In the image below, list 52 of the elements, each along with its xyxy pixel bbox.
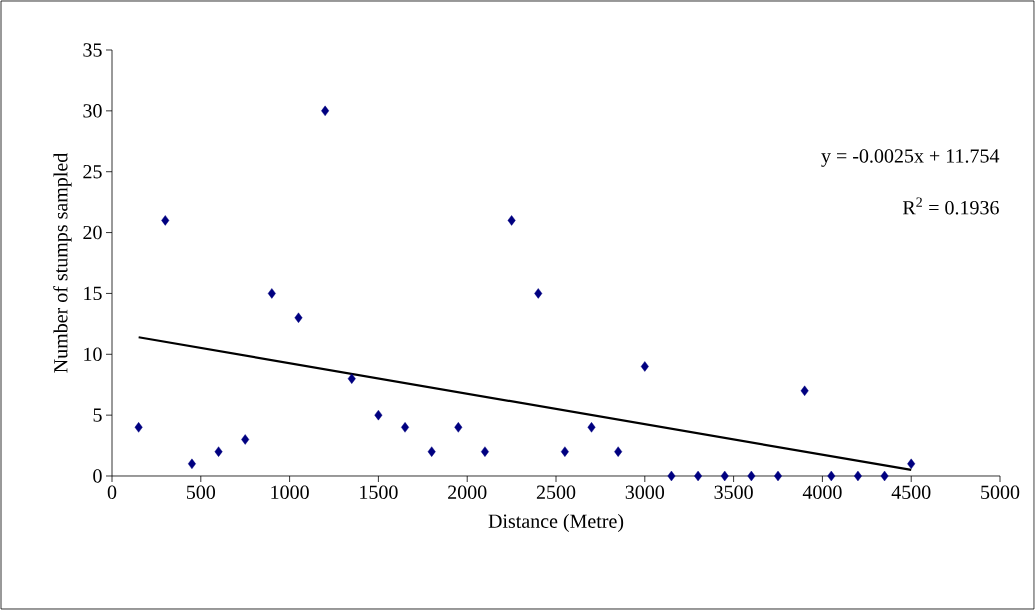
point [267, 288, 276, 299]
point [694, 470, 703, 482]
x-tick-label: 500 [186, 485, 216, 500]
point [214, 446, 223, 457]
y-axis-title: Number of stumps sampled [53, 152, 72, 373]
point [134, 422, 143, 433]
y-tick-label: 15 [84, 286, 102, 301]
point [800, 385, 809, 396]
point [241, 434, 250, 445]
point [640, 361, 649, 372]
point [534, 288, 543, 299]
x-tick-label: 4000 [802, 485, 842, 500]
point [587, 422, 596, 433]
point [747, 470, 756, 482]
x-tick-label: 1500 [360, 485, 398, 500]
point [853, 470, 862, 482]
x-tick-label: 4500 [891, 485, 931, 500]
point [401, 422, 409, 433]
point [187, 458, 196, 470]
annotation: R$^{2}$ = 0.1936 [902, 197, 999, 215]
point [427, 446, 436, 457]
point [880, 470, 889, 482]
point [347, 373, 356, 384]
x-tick-label: 3000 [625, 485, 665, 500]
x-tick-label: 0 [107, 485, 117, 500]
annotation: y = -0.0025x + 11.754 [821, 149, 1000, 167]
y-tick-label: 5 [93, 408, 102, 422]
y-tick-label: 20 [83, 225, 102, 240]
point [614, 446, 623, 457]
x-tick-label: 1000 [271, 485, 309, 500]
x-tick-label: 2500 [536, 485, 576, 500]
point [294, 312, 303, 323]
point [507, 215, 516, 226]
x-axis-title: Distance (Metre) [488, 513, 624, 533]
point [907, 458, 916, 470]
point [374, 409, 383, 421]
x-tick-label: 2000 [448, 485, 487, 500]
y-tick-label: 30 [83, 104, 102, 118]
x-tick-label: 3500 [714, 485, 753, 500]
y-tick-label: 0 [93, 469, 102, 483]
point [720, 470, 729, 482]
point [454, 422, 463, 433]
y-tick-label: 35 [83, 43, 102, 57]
x-tick-label: 5000 [981, 485, 1020, 500]
point [161, 215, 170, 226]
point [560, 446, 569, 457]
point [481, 446, 489, 457]
y-tick-label: 25 [83, 165, 102, 179]
point [827, 470, 836, 482]
point [667, 470, 676, 482]
point [321, 105, 330, 117]
y-tick-label: 10 [84, 347, 102, 362]
